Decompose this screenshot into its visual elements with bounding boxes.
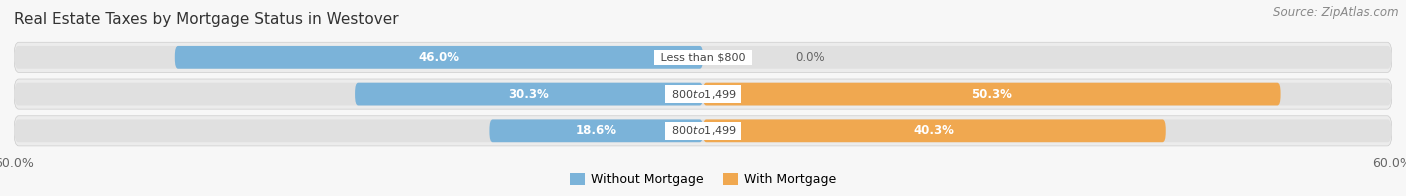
FancyBboxPatch shape [14, 83, 1392, 105]
Text: Less than $800: Less than $800 [657, 52, 749, 62]
Text: Real Estate Taxes by Mortgage Status in Westover: Real Estate Taxes by Mortgage Status in … [14, 12, 399, 27]
FancyBboxPatch shape [703, 83, 1281, 105]
FancyBboxPatch shape [14, 46, 1392, 69]
FancyBboxPatch shape [14, 42, 1392, 72]
FancyBboxPatch shape [356, 83, 703, 105]
Text: 30.3%: 30.3% [509, 88, 550, 101]
FancyBboxPatch shape [14, 116, 1392, 146]
FancyBboxPatch shape [14, 119, 1392, 142]
FancyBboxPatch shape [14, 79, 1392, 109]
FancyBboxPatch shape [489, 119, 703, 142]
Text: $800 to $1,499: $800 to $1,499 [668, 124, 738, 137]
Text: 50.3%: 50.3% [972, 88, 1012, 101]
Text: 18.6%: 18.6% [575, 124, 617, 137]
Text: 46.0%: 46.0% [419, 51, 460, 64]
Text: 40.3%: 40.3% [914, 124, 955, 137]
Text: 0.0%: 0.0% [794, 51, 824, 64]
FancyBboxPatch shape [174, 46, 703, 69]
FancyBboxPatch shape [703, 119, 1166, 142]
Text: $800 to $1,499: $800 to $1,499 [668, 88, 738, 101]
Legend: Without Mortgage, With Mortgage: Without Mortgage, With Mortgage [565, 168, 841, 191]
Text: Source: ZipAtlas.com: Source: ZipAtlas.com [1274, 6, 1399, 19]
